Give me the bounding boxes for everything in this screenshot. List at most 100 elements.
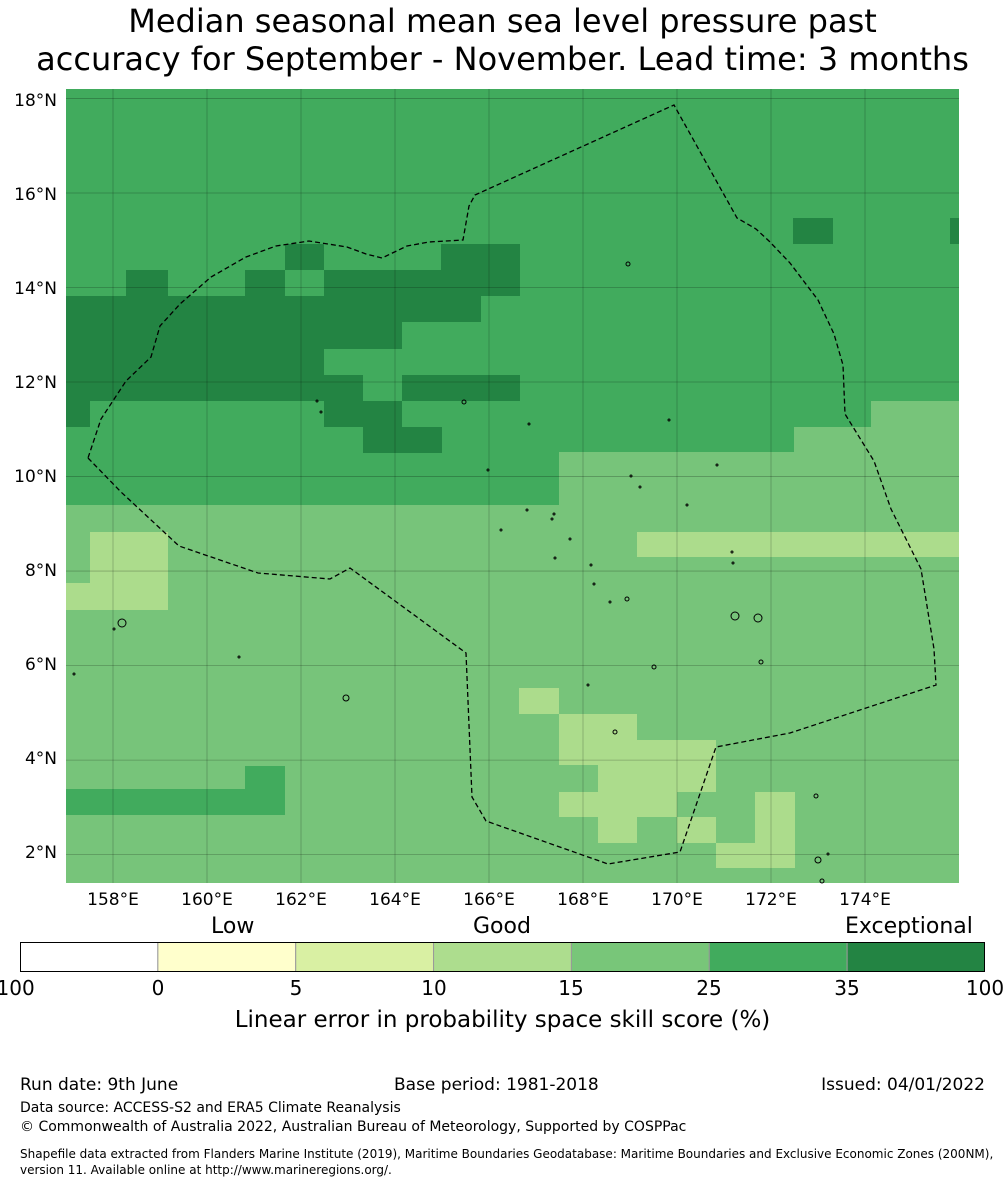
island-outline [629,474,633,478]
island-outline [625,261,631,267]
island-outline [730,550,734,554]
skill-cell [245,270,285,296]
colorbar-tick: -100 [0,976,35,1000]
skill-cell [66,375,363,401]
skill-cell [441,244,520,270]
x-tick-label: 162°E [275,890,327,910]
island-outline [527,422,531,426]
map-gridlines [66,89,959,883]
island-outline [525,508,529,512]
colorbar-tick: 100 [965,976,1005,1000]
skill-cell [598,765,716,792]
island-outline [826,852,830,856]
issued-date: Issued: 04/01/2022 [821,1075,985,1095]
base-period: Base period: 1981-2018 [394,1075,599,1095]
skill-cell [950,218,959,244]
skill-cell [66,322,402,349]
island-outline [589,563,593,567]
island-outline [586,683,590,687]
x-tick-label: 160°E [181,890,233,910]
skill-cell [324,270,520,296]
island-outline [651,664,657,670]
skill-cell [716,843,755,868]
skill-cell [126,270,168,296]
island-outline [753,613,763,623]
island-outline [624,596,630,602]
island-outline [117,618,127,628]
island-outline [237,655,241,659]
skill-cell [246,843,646,868]
title-line-1: Median seasonal mean sea level pressure … [128,2,877,40]
colorbar-tick: 10 [421,976,447,1000]
x-tick-label: 172°E [745,890,797,910]
skill-map [66,89,959,884]
skill-cell [363,427,442,453]
skill-cell [66,401,90,427]
map-title: Median seasonal mean sea level pressure … [0,2,1005,78]
skill-cell [794,427,959,505]
y-tick-label: 12°N [14,373,57,393]
y-tick-label: 10°N [14,467,57,487]
colorbar-tick: 0 [151,976,165,1000]
skill-grid-cells [66,89,959,883]
island-outline [612,729,618,735]
island-outline [112,627,116,631]
skill-cell [66,427,559,452]
colorbar-swatch [846,941,986,973]
skill-cell [793,218,833,244]
skill-cell [677,817,716,843]
colorbar-tick: 35 [834,976,860,1000]
skill-cell [66,401,794,427]
colorbar-border [20,942,985,972]
skill-cell [871,401,959,427]
island-outline [819,878,825,884]
x-tick-label: 170°E [651,890,703,910]
skill-cell [66,505,959,883]
x-tick-label: 164°E [369,890,421,910]
skill-cell [324,401,402,427]
island-outline [608,600,612,604]
eez-boundary [87,104,937,865]
colorbar-swatch [157,941,297,973]
colorbar-tick: 15 [558,976,584,1000]
island-outline [553,556,557,560]
island-outline [731,561,735,565]
island-outline [550,517,554,521]
skill-cell [637,532,959,557]
island-outline [568,537,572,541]
skill-cell [559,714,637,765]
skill-cell [66,789,285,815]
island-outline [499,528,503,532]
run-date: Run date: 9th June [20,1075,179,1095]
skill-cell [755,818,795,868]
colorbar-category-good: Good [473,914,531,939]
colorbar-swatches [19,941,986,973]
y-tick-label: 8°N [24,561,57,581]
x-tick-label: 166°E [463,890,515,910]
x-tick-label: 158°E [87,890,139,910]
map-panel [66,89,959,884]
island-outline [813,793,819,799]
island-outline [715,463,719,467]
colorbar-category-low: Low [211,914,255,939]
colorbar-tick: 5 [289,976,303,1000]
y-tick-label: 6°N [24,655,57,675]
y-tick-label: 4°N [24,749,57,769]
y-tick-label: 18°N [14,91,57,111]
colorbar [19,941,986,973]
island-outline [758,659,764,665]
colorbar-swatch [570,941,710,973]
colorbar-label: Linear error in probability space skill … [234,1007,771,1033]
y-tick-label: 2°N [24,843,57,863]
island-outline [315,399,319,403]
island-outline [461,399,467,405]
x-tick-label: 168°E [557,890,609,910]
island-outline [342,694,350,702]
colorbar-category-exceptional: Exceptional [845,914,973,939]
y-tick-label: 14°N [14,279,57,299]
colorbar-swatch [708,941,848,973]
island-outline [814,856,822,864]
skill-cell [519,688,559,714]
island-outline [72,672,76,676]
island-outlines [72,261,830,884]
